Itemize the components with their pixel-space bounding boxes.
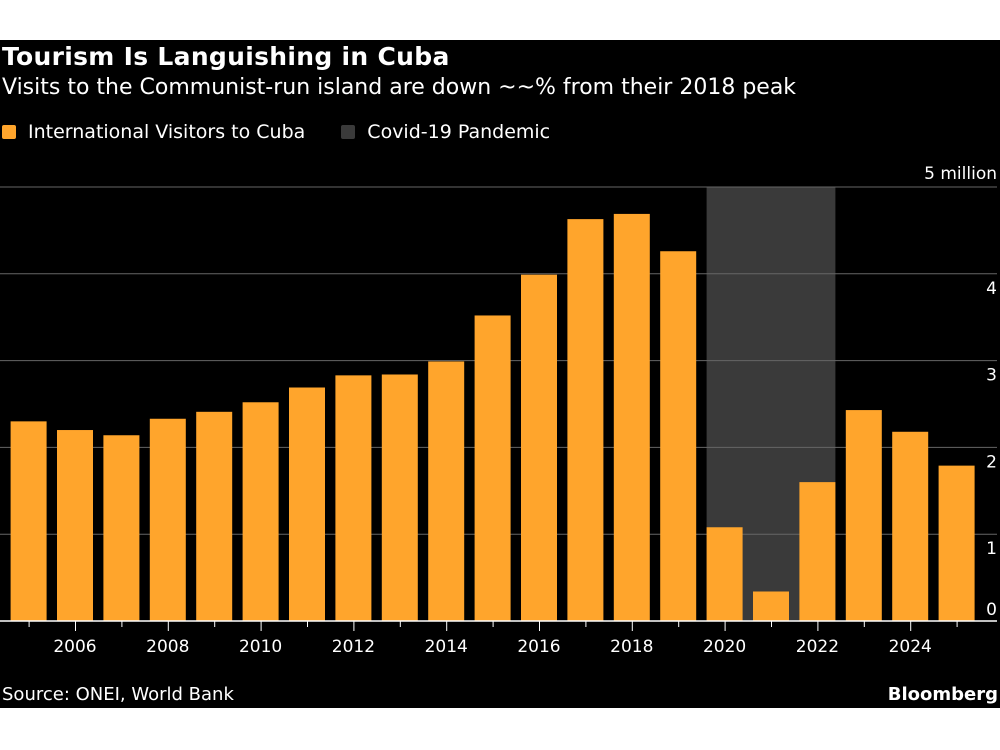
legend-swatch-covid [341,125,356,139]
x-tick-label: 2010 [239,637,282,657]
x-tick-label: 2008 [146,637,189,657]
source-note: Source: ONEI, World Bank [2,684,234,705]
legend-swatch-visitors [2,125,16,139]
x-tick-label: 2018 [610,637,653,657]
chart-subtitle: Visits to the Communist-run island are d… [2,75,797,100]
bar-2009 [196,411,233,621]
y-tick-label: 2 [986,452,997,472]
legend-item-visitors: International Visitors to Cuba [2,121,305,143]
y-tick-label: 1 [986,539,997,559]
legend-label-covid: Covid-19 Pandemic [367,121,551,143]
x-tick-label: 2006 [53,637,96,657]
bar-2022 [799,482,836,621]
x-tick-label: 2012 [332,637,375,657]
y-tick-label: 5 million [924,164,997,184]
x-tick-label: 2022 [796,637,839,657]
legend-label-visitors: International Visitors to Cuba [28,121,306,143]
x-tick-label: 2016 [517,637,560,657]
legend-item-covid: Covid-19 Pandemic [341,121,550,143]
y-tick-label: 0 [986,600,997,620]
bar-2005 [10,421,47,621]
bar-2016 [521,274,557,621]
bar-2021 [753,591,789,621]
bar-2013 [381,374,418,621]
bar-2024 [892,431,929,621]
y-tick-label: 4 [986,279,997,299]
bar-2010 [242,402,279,621]
x-tick-label: 2014 [425,637,468,657]
brand-logo: Bloomberg [887,684,998,705]
bar-2019 [660,251,697,621]
x-tick-label: 2020 [703,637,746,657]
bar-2007 [103,435,140,621]
bar-2014 [428,361,465,621]
bar-2025 [938,465,975,621]
bar-2023 [845,410,882,621]
bar-2006 [57,430,93,621]
bar-2017 [567,219,604,621]
legend: International Visitors to Cuba Covid-19 … [2,121,586,143]
bar-2015 [474,315,511,621]
bar-2011 [289,387,325,621]
bar-2012 [335,375,372,621]
x-tick-label: 2024 [889,637,932,657]
bar-2008 [149,418,186,621]
bar-2018 [613,213,650,621]
bar-2020 [706,527,743,621]
y-tick-label: 3 [986,366,997,386]
chart-title: Tourism Is Languishing in Cuba [2,42,450,71]
